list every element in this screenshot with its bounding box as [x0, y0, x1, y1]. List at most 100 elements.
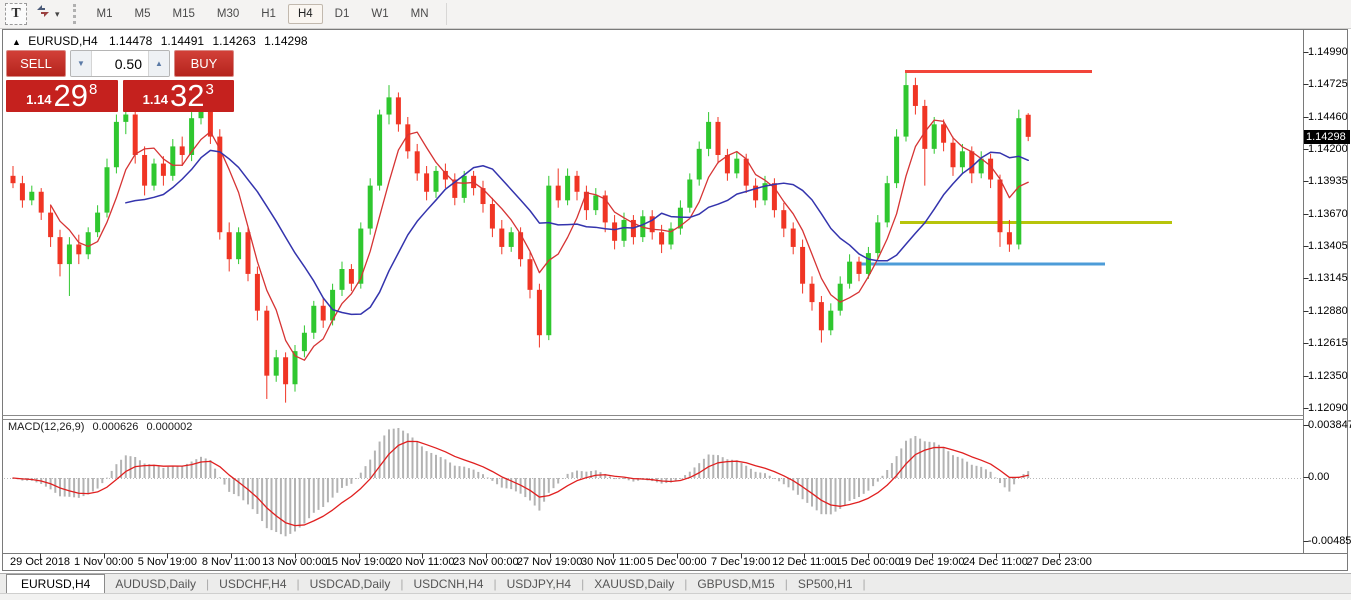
- time-tick-label: 8 Nov 11:00: [201, 556, 261, 568]
- ma-fast-line: [49, 119, 1029, 361]
- timeframe-button-m30[interactable]: M30: [216, 8, 240, 20]
- top-toolbar: T ▾ M1 M5 M15 M30 H1 H4 D1 W1 MN: [0, 0, 1351, 29]
- text-tool-icon: T: [11, 6, 21, 21]
- tab-eurusd-h4[interactable]: EURUSD,H4: [6, 573, 106, 594]
- tab-usdcnh-h4[interactable]: USDCNH,H4: [413, 576, 484, 591]
- chart-tab-bar: EURUSD,H4 AUDUSD,Daily | USDCHF,H4 | USDCAD,D…: [0, 573, 1351, 594]
- volume-input[interactable]: [92, 51, 148, 76]
- price-tick-label: 1.13145: [1308, 272, 1348, 285]
- tab-usdjpy-h4[interactable]: USDJPY,H4: [506, 576, 572, 591]
- price-tick-label: 1.14200: [1308, 142, 1348, 155]
- volume-decrease-button[interactable]: ▼: [71, 51, 92, 76]
- time-tick-label: 13 Nov 00:00: [262, 556, 328, 568]
- price-tick-label: 1.14460: [1308, 110, 1348, 123]
- macd-signal-line: [12, 440, 1029, 527]
- macd-tick-label: 0.00: [1308, 471, 1330, 483]
- toolbar-separator: [445, 3, 447, 25]
- ohlc-low: 1.14263: [212, 34, 256, 48]
- tab-audusd-daily[interactable]: AUDUSD,Daily: [115, 576, 197, 591]
- price-tick-label: 1.12350: [1308, 369, 1348, 382]
- time-tick-label: 29 Oct 2018: [10, 556, 70, 568]
- price-tick-label: 1.12090: [1308, 401, 1348, 414]
- tab-divider: |: [400, 576, 404, 591]
- timeframe-button-h1[interactable]: H1: [261, 8, 276, 20]
- ohlc-close: 1.14298: [264, 34, 308, 48]
- time-tick-label: 24 Dec 11:00: [963, 556, 1028, 568]
- macd-name: MACD(12,26,9): [8, 421, 85, 433]
- timeframe-button-m1[interactable]: M1: [96, 8, 113, 20]
- tab-divider: |: [296, 576, 300, 591]
- time-tick-label: 27 Dec 23:00: [1026, 556, 1092, 568]
- sell-price[interactable]: 1.14 29 8: [6, 80, 118, 112]
- volume-spinner: ▼ ▲: [70, 50, 170, 77]
- sell-price-big: 29: [53, 78, 88, 113]
- time-tick-label: 20 Nov 11:00: [389, 556, 455, 568]
- chevron-down-icon: ▾: [55, 8, 60, 19]
- sort-arrows-icon: [35, 4, 51, 24]
- sell-price-sup: 8: [88, 81, 98, 98]
- toolbar-grip[interactable]: [72, 4, 80, 24]
- time-tick-label: 5 Dec 00:00: [647, 556, 707, 568]
- price-tick-label: 1.13670: [1308, 207, 1348, 220]
- collapse-icon[interactable]: ▲: [12, 37, 21, 47]
- time-tick-label: 5 Nov 19:00: [137, 556, 198, 568]
- price-tick-label: 1.12880: [1308, 304, 1348, 317]
- tab-divider: |: [206, 576, 210, 591]
- timeframe-button-d1[interactable]: D1: [334, 8, 350, 20]
- tab-gbpusd-m15[interactable]: GBPUSD,M15: [697, 576, 775, 591]
- timeframe-button-m5[interactable]: M5: [134, 8, 151, 20]
- timeframe-toolbar: M1 M5 M15 M30 H1 H4 D1 W1 MN: [86, 0, 440, 28]
- macd-indicator-label: MACD(12,26,9) 0.000626 0.000002: [8, 421, 197, 433]
- sell-price-prefix: 1.14: [26, 92, 52, 107]
- volume-increase-button[interactable]: ▲: [148, 51, 169, 76]
- time-tick-label: 12 Dec 11:00: [772, 556, 837, 568]
- tab-divider: |: [684, 576, 688, 591]
- price-tick-label: 1.13935: [1308, 175, 1348, 188]
- ma-slow-line: [125, 149, 1029, 316]
- buy-price-prefix: 1.14: [142, 92, 168, 107]
- time-tick-label: 7 Dec 19:00: [711, 556, 771, 568]
- current-price-badge: 1.14298: [1304, 129, 1350, 144]
- tab-sp500-h1[interactable]: SP500,H1: [797, 576, 853, 591]
- timeframe-button-h4[interactable]: H4: [287, 4, 323, 24]
- price-tick-label: 1.14725: [1308, 78, 1348, 91]
- window-bottom-strip: [0, 593, 1351, 600]
- time-tick-label: 15 Dec 00:00: [835, 556, 901, 568]
- tab-divider: |: [581, 576, 585, 591]
- macd-tick-label: -0.004856: [1308, 535, 1351, 547]
- tab-divider: |: [862, 576, 866, 591]
- time-tick-label: 19 Dec 19:00: [899, 556, 965, 568]
- ohlc-high: 1.14491: [160, 34, 205, 48]
- chart-title: ▲ EURUSD,H4 1.14478 1.14491 1.14263 1.14…: [12, 34, 313, 48]
- buy-price-sup: 3: [205, 81, 214, 98]
- time-tick-label: 1 Nov 00:00: [74, 556, 134, 568]
- down-arrow-icon: ▼: [77, 59, 85, 68]
- tab-usdcad-daily[interactable]: USDCAD,Daily: [309, 576, 391, 591]
- price-tick-label: 1.13405: [1308, 240, 1348, 253]
- tab-usdchf-h4[interactable]: USDCHF,H4: [219, 576, 287, 591]
- tab-divider: |: [493, 576, 497, 591]
- macd-tick-label: 0.003847: [1308, 419, 1351, 431]
- tab-xauusd-daily[interactable]: XAUUSD,Daily: [594, 576, 675, 591]
- time-tick-label: 30 Nov 11:00: [580, 556, 646, 568]
- sell-button[interactable]: SELL: [6, 50, 66, 77]
- buy-price[interactable]: 1.14 32 3: [122, 78, 234, 113]
- indicators-button[interactable]: ▾: [32, 4, 63, 24]
- timeframe-button-m15[interactable]: M15: [172, 8, 195, 20]
- ohlc-open: 1.14478: [108, 34, 153, 48]
- timeframe-button-w1[interactable]: W1: [371, 8, 389, 20]
- buy-price-big: 32: [169, 78, 205, 113]
- text-tool-button[interactable]: T: [5, 3, 27, 25]
- up-arrow-icon: ▲: [155, 59, 163, 68]
- chart-symbol: EURUSD,H4: [28, 34, 98, 48]
- buy-button[interactable]: BUY: [174, 50, 234, 77]
- time-tick-label: 23 Nov 00:00: [453, 556, 519, 568]
- time-tick-label: 27 Nov 19:00: [516, 556, 583, 568]
- tab-divider: |: [784, 576, 788, 591]
- timeframe-button-mn[interactable]: MN: [410, 8, 429, 20]
- price-tick-label: 1.12615: [1308, 337, 1348, 350]
- time-tick-label: 15 Nov 19:00: [325, 556, 392, 568]
- price-tick-label: 1.14990: [1308, 46, 1348, 58]
